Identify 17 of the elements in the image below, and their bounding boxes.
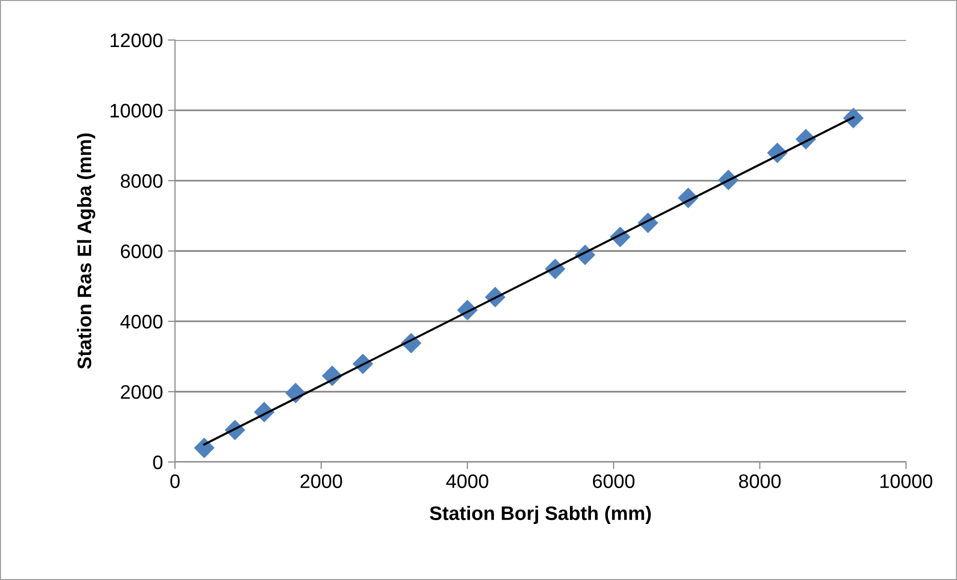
y-tick-label: 8000 [120,174,162,188]
x-tick-label: 8000 [739,474,781,488]
y-tick-label: 12000 [110,33,162,48]
y-tick-label: 0 [153,455,162,470]
point [843,108,864,128]
x-tick-label: 0 [170,474,180,488]
x-tick-label: 10000 [880,474,932,488]
y-axis-title: Station Ras El Agba (mm) [77,133,96,369]
y-tick-label: 2000 [120,385,162,399]
x-tick-label: 4000 [446,474,488,488]
x-tick-label: 2000 [300,474,342,488]
y-tick-label: 10000 [110,104,162,118]
x-tick-label: 6000 [592,474,634,488]
y-tick-label: 6000 [120,244,162,258]
point [194,438,215,458]
y-tick-label: 4000 [120,314,162,329]
x-axis-title: Station Borj Sabth (mm) [430,506,651,524]
